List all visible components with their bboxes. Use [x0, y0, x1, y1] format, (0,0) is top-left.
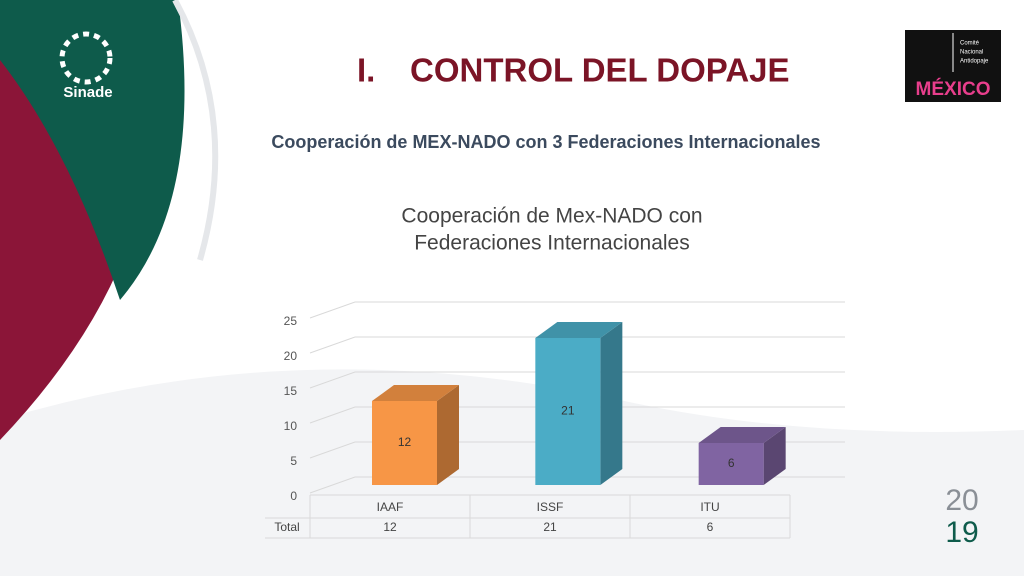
y-tick-label: 0	[290, 489, 297, 503]
sinade-logo: Sinade	[59, 31, 113, 101]
grid-line	[309, 406, 845, 424]
y-tick-label: 10	[284, 419, 298, 433]
bg-curve	[172, 0, 219, 261]
badge: Comité Nacional Antidopaje MÉXICO	[905, 30, 1001, 102]
data-label: 6	[728, 456, 735, 470]
data-label: 21	[561, 404, 575, 418]
legend-entry: Total	[274, 520, 299, 534]
grid-line	[309, 441, 845, 459]
logo-text: Sinade	[63, 84, 112, 101]
title-number: I.	[357, 52, 375, 89]
bg-wave	[0, 369, 1024, 576]
bg-green	[0, 0, 185, 300]
table-value: 21	[543, 520, 557, 534]
badge-line: Comité	[960, 41, 980, 47]
grid-line	[309, 336, 845, 354]
data-label: 12	[398, 435, 412, 449]
year-top: 20	[945, 484, 978, 517]
chart-title: Federaciones Internacionales	[414, 232, 690, 255]
bar	[372, 401, 437, 485]
chart-title: Cooperación de Mex-NADO con	[401, 205, 702, 228]
grid-line	[309, 476, 845, 494]
x-tick-label: ISSF	[537, 500, 564, 514]
y-tick-label: 5	[290, 454, 297, 468]
bar-top	[698, 427, 786, 443]
bar	[535, 338, 601, 485]
table-value: 6	[707, 520, 714, 534]
x-tick-label: ITU	[700, 500, 719, 514]
bar-side	[600, 322, 623, 485]
badge-line: Nacional	[960, 50, 983, 56]
table-value: 12	[383, 520, 397, 534]
y-tick-label: 15	[284, 384, 298, 398]
bar-top	[535, 322, 623, 338]
grid-line	[309, 371, 845, 389]
title: CONTROL DEL DOPAJE	[410, 52, 790, 89]
y-tick-label: 25	[284, 314, 298, 328]
y-tick-label: 20	[284, 349, 298, 363]
year-bottom: 19	[945, 516, 978, 549]
grid-line	[309, 301, 845, 319]
bar-side	[763, 427, 786, 485]
bar-side	[437, 385, 459, 485]
badge-line: Antidopaje	[960, 59, 989, 65]
x-tick-label: IAAF	[377, 500, 404, 514]
bar	[698, 443, 764, 485]
badge-country: MÉXICO	[916, 78, 991, 100]
logo-mark	[59, 31, 113, 85]
bar-top	[372, 385, 459, 401]
subtitle: Cooperación de MEX-NADO con 3 Federacion…	[271, 132, 820, 152]
